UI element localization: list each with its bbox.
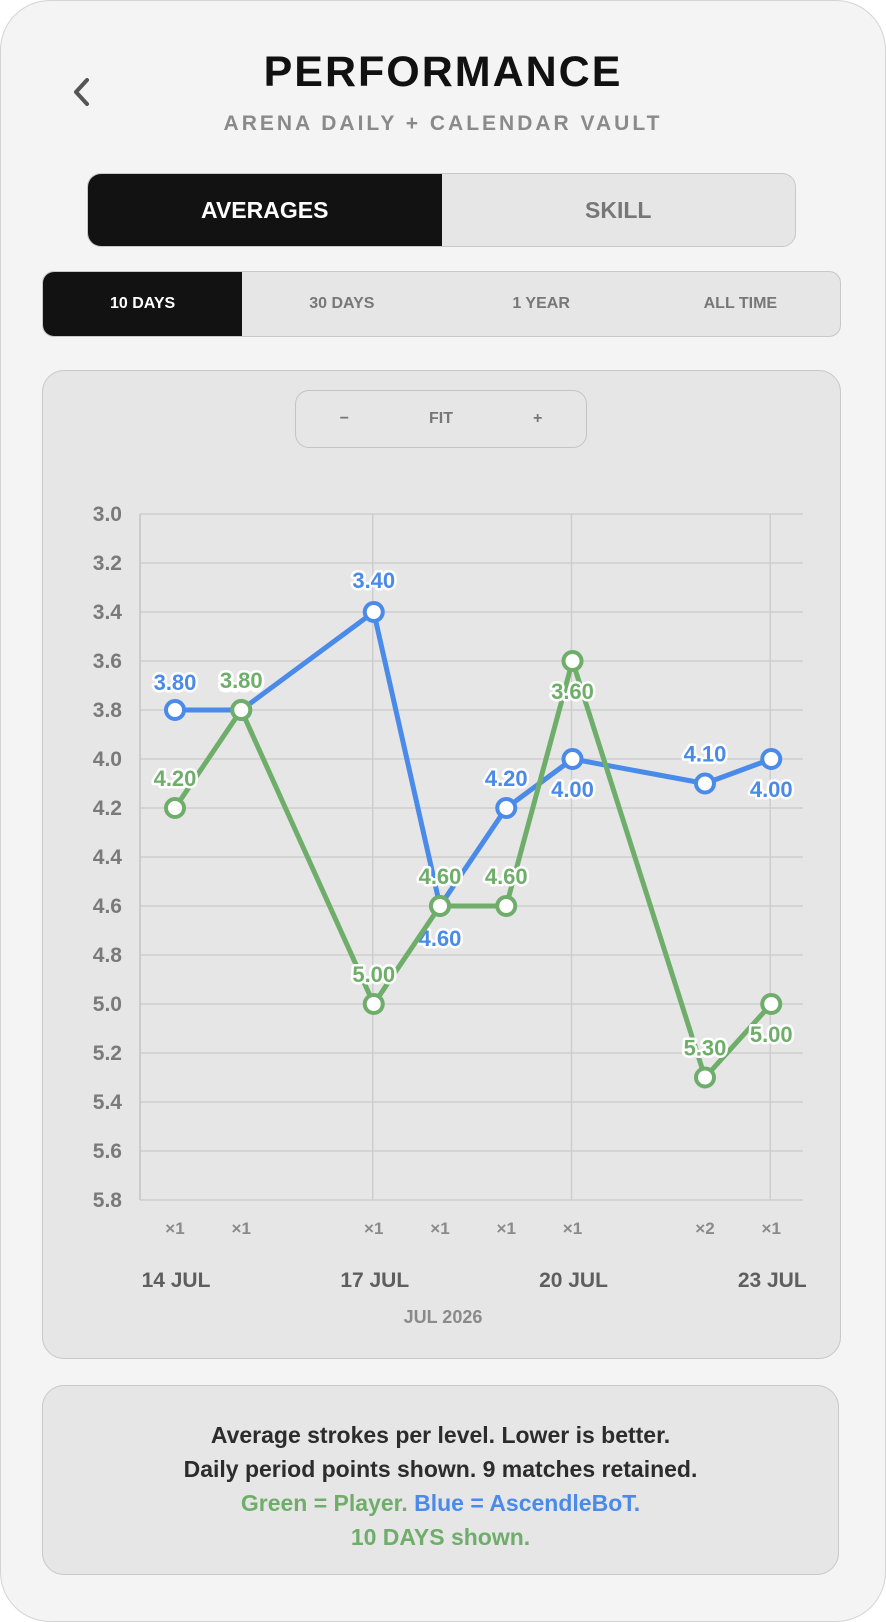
legend-player: Green = Player. xyxy=(240,1490,408,1516)
x-tick-label: 23 JUL xyxy=(738,1269,807,1292)
bot-point xyxy=(694,772,716,795)
range-1-year[interactable]: 1 YEAR xyxy=(512,295,570,312)
zoom-in-button[interactable]: + xyxy=(533,410,543,427)
note-legend: Green = Player. Blue = AscendleBoT. xyxy=(43,1486,838,1520)
x-tick-label: 14 JUL xyxy=(142,1269,211,1292)
y-tick-label: 4.4 xyxy=(93,846,123,869)
tab-averages[interactable]: AVERAGES xyxy=(88,174,442,246)
match-count-label: ×1 xyxy=(762,1219,781,1238)
player-point xyxy=(362,993,385,1015)
mode-segmented-control: AVERAGES SKILL xyxy=(87,173,796,247)
y-tick-label: 3.6 xyxy=(93,650,122,673)
y-tick-label: 3.0 xyxy=(93,503,122,526)
player-data-label: 5.00 xyxy=(750,1022,793,1047)
bot-point xyxy=(760,748,783,770)
x-axis-sublabel: JUL 2026 xyxy=(404,1307,483,1327)
bot-data-label: 4.10 xyxy=(684,742,727,767)
y-tick-label: 3.8 xyxy=(93,699,123,722)
y-tick-label: 5.4 xyxy=(93,1091,123,1114)
bot-data-label: 3.80 xyxy=(154,670,197,695)
y-tick-label: 3.4 xyxy=(93,601,123,624)
bot-point xyxy=(561,748,584,770)
zoom-out-button[interactable]: − xyxy=(339,410,349,427)
y-tick-label: 4.8 xyxy=(93,944,123,967)
player-data-label: 5.30 xyxy=(684,1036,727,1061)
averages-line-chart: 3.0 3.2 3.4 3.6 3.8 4.0 4.2 4.4 4.6 4.8 5.0 5.2 5.4 5… xyxy=(93,503,807,1327)
match-count-label: ×2 xyxy=(695,1219,714,1238)
range-selector: 10 DAYS 30 DAYS 1 YEAR ALL TIME xyxy=(42,271,841,337)
bot-point xyxy=(164,699,186,721)
note-line-2: Daily period points shown. 9 matches ret… xyxy=(183,1456,698,1482)
back-arrow-icon[interactable] xyxy=(70,76,94,108)
y-tick-label: 4.0 xyxy=(93,748,122,771)
match-count-label: ×1 xyxy=(364,1219,383,1238)
bot-data-label: 4.20 xyxy=(485,766,528,791)
bot-data-label: 4.00 xyxy=(750,777,793,802)
x-tick-label: 20 JUL xyxy=(539,1269,608,1292)
match-count-label: ×1 xyxy=(165,1219,184,1238)
x-tick-label: 17 JUL xyxy=(340,1269,409,1292)
zoom-controls: − FIT + xyxy=(295,390,587,448)
match-count-label: ×1 xyxy=(232,1219,251,1238)
chart-card xyxy=(42,370,841,1359)
player-data-label: 3.60 xyxy=(551,679,594,704)
y-tick-label: 5.6 xyxy=(93,1140,122,1163)
player-point xyxy=(164,797,186,819)
match-count-label: ×1 xyxy=(430,1219,449,1238)
legend-bot: Blue = AscendleBoT. xyxy=(414,1490,641,1516)
range-30-days[interactable]: 30 DAYS xyxy=(309,295,375,312)
match-count-label: ×1 xyxy=(497,1219,516,1238)
player-data-label: 4.60 xyxy=(485,864,528,889)
range-10-days[interactable]: 10 DAYS xyxy=(43,272,243,336)
page-title: PERFORMANCE xyxy=(263,48,623,96)
player-data-label: 5.00 xyxy=(352,962,395,987)
player-point xyxy=(561,650,584,672)
range-all-time[interactable]: ALL TIME xyxy=(703,295,778,312)
bot-data-label: 3.40 xyxy=(352,568,395,593)
y-tick-label: 5.0 xyxy=(93,993,122,1016)
y-tick-label: 4.6 xyxy=(93,895,122,918)
note-line-1: Average strokes per level. Lower is bett… xyxy=(210,1422,671,1448)
y-tick-label: 4.2 xyxy=(93,797,122,820)
zoom-fit-button[interactable]: FIT xyxy=(429,410,453,427)
note-line-4: 10 DAYS shown. xyxy=(350,1524,531,1550)
bot-point xyxy=(362,601,385,623)
bot-series-line xyxy=(172,609,774,909)
player-point xyxy=(230,699,253,721)
y-tick-label: 3.2 xyxy=(93,552,122,575)
player-point xyxy=(429,895,451,917)
match-count-label: ×1 xyxy=(563,1219,582,1238)
page-subtitle: ARENA DAILY + CALENDAR VAULT xyxy=(223,112,663,135)
y-tick-label: 5.8 xyxy=(93,1189,123,1212)
tab-skill[interactable]: SKILL xyxy=(585,196,652,223)
player-data-label: 4.60 xyxy=(419,864,462,889)
player-point xyxy=(495,895,518,917)
chart-legend-note: Average strokes per level. Lower is bett… xyxy=(42,1385,839,1575)
bot-data-label: 4.00 xyxy=(551,777,594,802)
bot-data-label: 3.80 xyxy=(220,670,263,695)
player-point xyxy=(694,1066,716,1089)
bot-point xyxy=(495,797,518,819)
y-tick-label: 5.2 xyxy=(93,1042,122,1065)
player-data-label: 4.20 xyxy=(154,766,197,791)
player-point xyxy=(760,993,783,1015)
player-data-label: 3.80 xyxy=(220,668,263,693)
player-series-line xyxy=(172,658,774,1080)
